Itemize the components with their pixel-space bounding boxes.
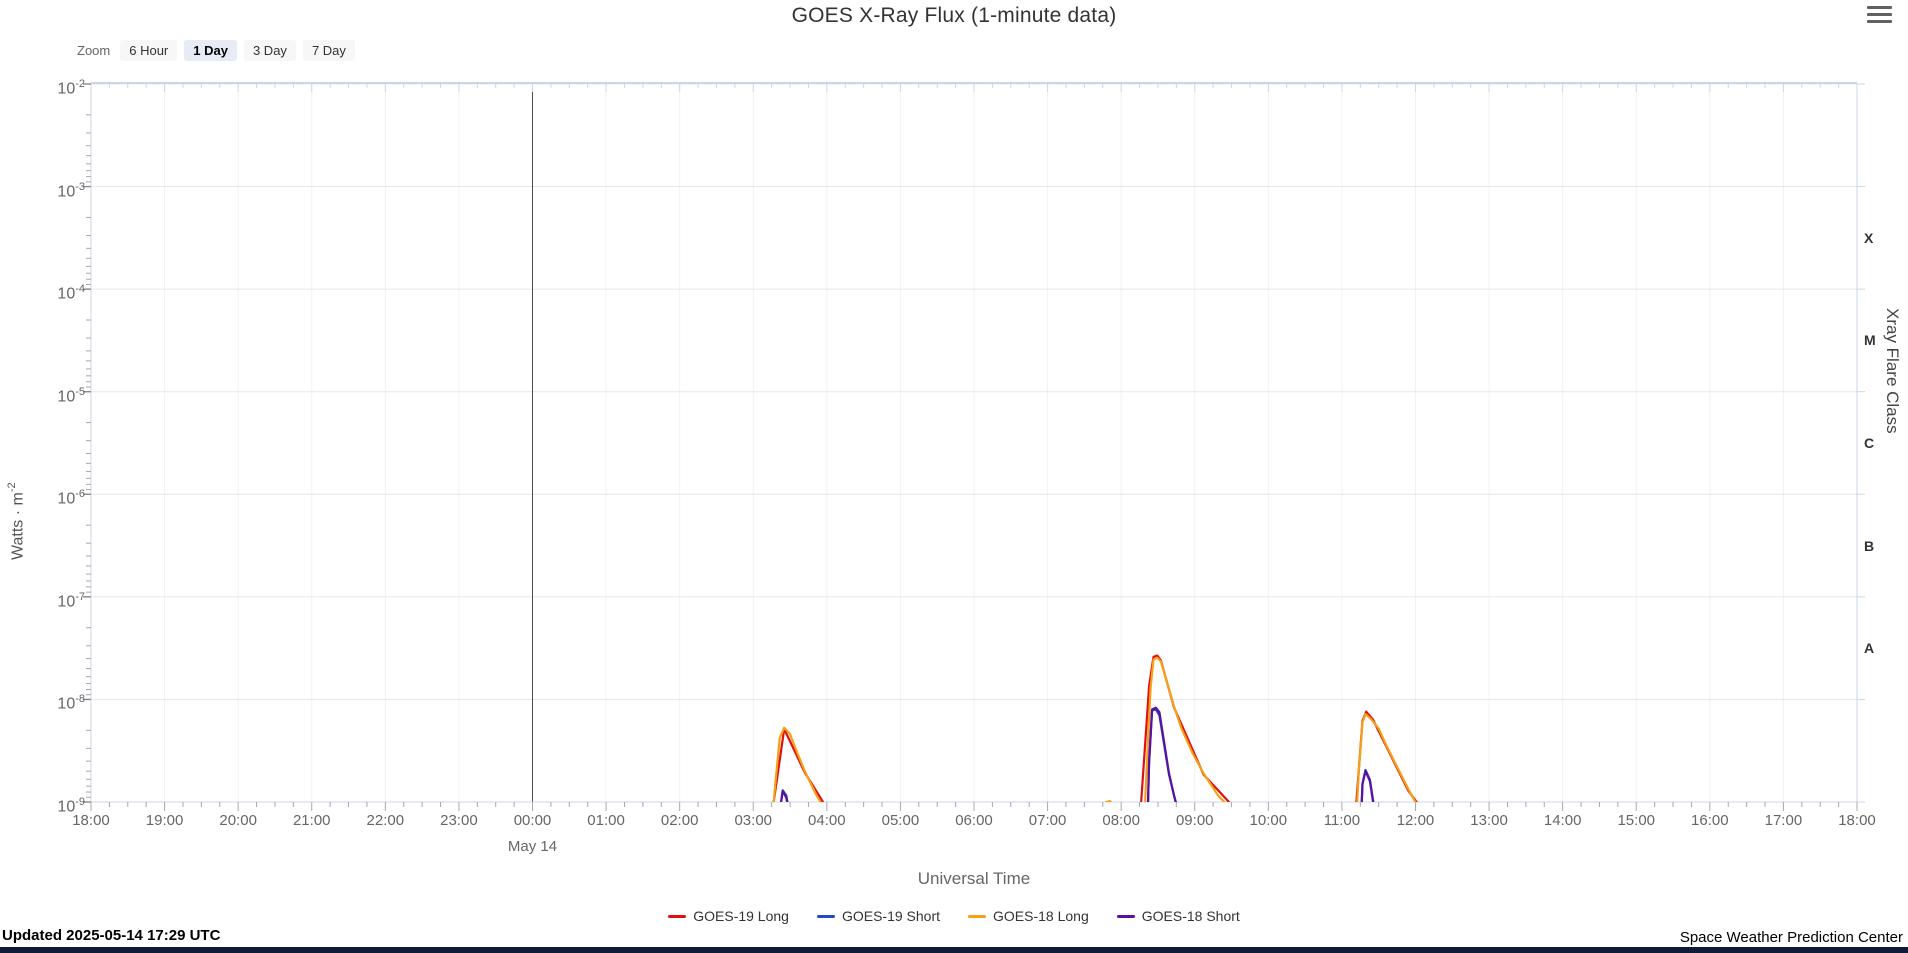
zoom-button-7-day[interactable]: 7 Day: [302, 40, 355, 61]
flare-class-label-x: X: [1864, 229, 1874, 246]
legend-item-goes-18-long[interactable]: GOES-18 Long: [968, 908, 1089, 924]
x-tick-label: 02:00: [660, 812, 699, 829]
export-menu-icon[interactable]: [1867, 6, 1892, 23]
legend-item-goes-18-short[interactable]: GOES-18 Short: [1116, 908, 1240, 924]
legend-swatch: [1116, 914, 1135, 918]
x-tick-label: 22:00: [366, 812, 405, 829]
x-tick-label: 03:00: [734, 812, 773, 829]
x-tick-label: 08:00: [1102, 812, 1140, 829]
y-axis-title-right: Xray Flare Class: [1883, 308, 1902, 434]
legend: GOES-19 Long GOES-19 Short GOES-18 Long GOE…: [0, 908, 1908, 924]
x-tick-label: 05:00: [881, 812, 920, 829]
legend-item-goes-19-short[interactable]: GOES-19 Short: [816, 908, 940, 924]
x-tick-label: 06:00: [955, 812, 993, 829]
x-tick-label: 23:00: [440, 812, 478, 829]
x-tick-label: 18:00: [72, 812, 110, 829]
legend-swatch: [668, 914, 687, 918]
x-tick-label: 00:00: [513, 812, 552, 829]
y-tick-label: 10-5: [57, 385, 85, 406]
x-tick-label: 11:00: [1323, 812, 1361, 829]
y-tick-label: 10-8: [57, 693, 85, 713]
legend-swatch: [816, 914, 835, 918]
legend-label: GOES-19 Short: [841, 908, 940, 924]
credit-label: Space Weather Prediction Center: [1679, 929, 1903, 946]
series-lines: [772, 654, 1418, 802]
x-tick-label: 17:00: [1764, 812, 1803, 829]
x-tick-label: 01:00: [587, 812, 625, 829]
legend-item-goes-19-long[interactable]: GOES-19 Long: [668, 908, 789, 924]
x-tick-label: 12:00: [1396, 812, 1435, 829]
y-tick-label: 10-7: [57, 590, 85, 611]
zoom-label: Zoom: [77, 43, 111, 58]
x-tick-label: 04:00: [808, 812, 846, 829]
page-title: GOES X-Ray Flux (1-minute data): [791, 4, 1117, 27]
flare-class-label-b: B: [1864, 537, 1875, 554]
y-tick-label: 10-2: [57, 78, 85, 98]
x-tick-label: 14:00: [1543, 812, 1582, 829]
x-tick-label: 20:00: [219, 812, 257, 829]
menu-bar: [1867, 6, 1892, 10]
zoom-button-6-hour[interactable]: 6 Hour: [120, 40, 178, 61]
y-tick-label: 10-3: [57, 180, 85, 200]
x-tick-label: 19:00: [145, 812, 184, 829]
zoom-button-1-day[interactable]: 1 Day: [184, 40, 237, 61]
y-axis-title-left: Watts · m-2: [6, 482, 27, 560]
x-tick-label: 09:00: [1175, 812, 1214, 829]
updated-timestamp: Updated 2025-05-14 17:29 UTC: [2, 927, 221, 944]
x-tick-label: 15:00: [1617, 812, 1656, 829]
legend-label: GOES-18 Short: [1141, 908, 1240, 924]
bottom-bar: [0, 947, 1908, 953]
x-tick-label: 21:00: [292, 812, 331, 829]
x-tick-label: 13:00: [1470, 812, 1508, 829]
x-axis-day-label: May 14: [507, 838, 558, 855]
legend-label: GOES-19 Long: [693, 908, 789, 924]
x-tick-label: 10:00: [1249, 812, 1288, 829]
x-tick-label: 18:00: [1838, 812, 1876, 829]
y-tick-label: 10-4: [57, 283, 85, 303]
x-tick-label: 16:00: [1691, 812, 1729, 829]
zoom-button-3-day[interactable]: 3 Day: [243, 40, 296, 61]
menu-bar: [1867, 19, 1892, 23]
y-tick-label: 10-6: [57, 488, 85, 508]
x-axis-title: Universal Time: [917, 869, 1031, 888]
x-tick-label: 07:00: [1028, 812, 1067, 829]
legend-swatch: [968, 914, 986, 918]
flare-class-label-a: A: [1864, 640, 1875, 657]
legend-label: GOES-18 Long: [993, 908, 1089, 924]
y-tick-label: 10-9: [57, 796, 85, 816]
zoom-toolbar: Zoom 6 Hour 1 Day 3 Day 7 Day: [77, 40, 355, 61]
flare-class-label-m: M: [1864, 332, 1876, 349]
flare-class-label-c: C: [1864, 435, 1875, 451]
menu-bar: [1867, 12, 1892, 17]
